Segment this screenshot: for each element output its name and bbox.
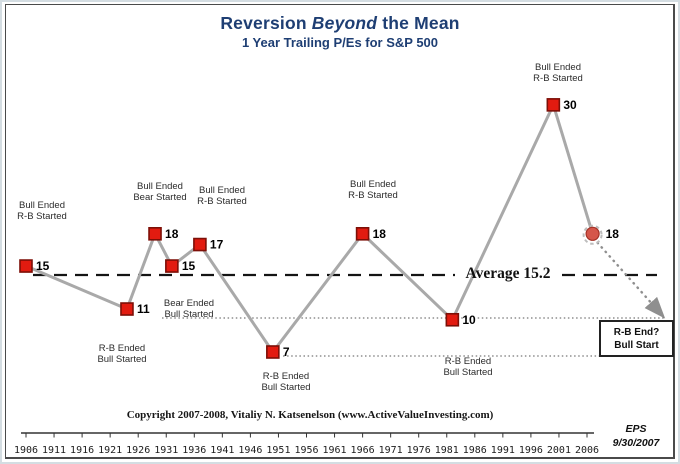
data-point-value: 10 bbox=[462, 313, 476, 327]
chart-title-emphasis: Beyond bbox=[311, 13, 378, 33]
x-tick-label: 1906 bbox=[14, 445, 38, 456]
eps-date-label: EPS 9/30/2007 bbox=[598, 422, 674, 450]
x-tick-label: 1946 bbox=[238, 445, 262, 456]
x-tick-label: 1966 bbox=[351, 445, 375, 456]
data-point-marker[interactable] bbox=[546, 98, 561, 112]
point-annotation: Bull Ended R-B Started bbox=[197, 185, 247, 207]
projection-arrow bbox=[596, 241, 666, 319]
data-point-marker[interactable] bbox=[165, 259, 179, 273]
point-annotation: R-B Ended Bull Started bbox=[261, 371, 311, 393]
series-line bbox=[25, 100, 595, 355]
chart-frame-border bbox=[5, 4, 675, 459]
x-tick-label: 1971 bbox=[379, 445, 403, 456]
x-tick-label: 1991 bbox=[491, 445, 515, 456]
chart-title-post: the Mean bbox=[377, 13, 460, 33]
point-annotation: R-B Ended Bull Started bbox=[97, 343, 147, 365]
x-tick-label: 1986 bbox=[463, 445, 487, 456]
x-tick-label: 1941 bbox=[210, 445, 234, 456]
data-point-value: 17 bbox=[210, 238, 224, 252]
chart-title: Reversion Beyond the Mean bbox=[2, 13, 678, 34]
data-point-value: 7 bbox=[283, 345, 290, 359]
point-annotation: Bear Ended Bull Started bbox=[163, 298, 215, 320]
x-tick-label: 1916 bbox=[70, 445, 94, 456]
data-point-marker[interactable] bbox=[266, 345, 280, 359]
data-point-value: 18 bbox=[606, 227, 620, 241]
x-tick-label: 1981 bbox=[435, 445, 459, 456]
x-tick-label: 1926 bbox=[126, 445, 150, 456]
eps-date: 9/30/2007 bbox=[612, 437, 660, 449]
data-point-value: 18 bbox=[373, 227, 387, 241]
x-tick-label: 1956 bbox=[294, 445, 318, 456]
x-tick-label: 1961 bbox=[323, 445, 347, 456]
data-point-value: 15 bbox=[36, 259, 50, 273]
x-tick-label: 2006 bbox=[575, 445, 599, 456]
x-tick-label: 2001 bbox=[547, 445, 571, 456]
data-point-value: 11 bbox=[137, 302, 150, 316]
data-point-marker[interactable] bbox=[19, 259, 33, 273]
point-annotation: Bull Ended R-B Started bbox=[348, 179, 398, 201]
point-annotation: Bull Ended Bear Started bbox=[133, 181, 187, 203]
x-tick-label: 1976 bbox=[407, 445, 431, 456]
x-tick-label: 1951 bbox=[266, 445, 290, 456]
eps-label: EPS bbox=[625, 423, 647, 435]
data-point-value: 18 bbox=[165, 227, 179, 241]
copyright-text: Copyright 2007-2008, Vitaliy N. Katsenel… bbox=[126, 409, 494, 421]
x-tick-label: 1911 bbox=[42, 445, 66, 456]
data-point-marker[interactable] bbox=[193, 237, 207, 252]
data-point-value: 15 bbox=[182, 259, 196, 273]
callout-line2: Bull Start bbox=[614, 339, 659, 351]
data-point-marker[interactable] bbox=[120, 302, 134, 316]
chart-title-pre: Reversion bbox=[220, 13, 312, 33]
callout-box: R-B End? Bull Start bbox=[599, 320, 674, 357]
point-annotation: R-B Ended Bull Started bbox=[443, 356, 493, 378]
point-annotation: Bull Ended R-B Started bbox=[17, 200, 67, 222]
data-point-marker[interactable] bbox=[148, 227, 162, 241]
data-point-value: 30 bbox=[563, 98, 577, 112]
projected-point-marker[interactable] bbox=[585, 226, 600, 241]
x-tick-label: 1931 bbox=[154, 445, 178, 456]
callout-line1: R-B End? bbox=[613, 326, 660, 338]
data-point-marker[interactable] bbox=[445, 312, 460, 327]
data-point-marker[interactable] bbox=[355, 227, 370, 241]
x-tick-label: 1996 bbox=[519, 445, 543, 456]
chart-subtitle: 1 Year Trailing P/Es for S&P 500 bbox=[241, 35, 439, 50]
average-line-label: Average 15.2 bbox=[465, 265, 551, 282]
point-annotation: Bull Ended R-B Started bbox=[533, 62, 583, 84]
x-tick-label: 1921 bbox=[98, 445, 122, 456]
projected-point-dashed-ring bbox=[582, 224, 603, 245]
x-tick-label: 1936 bbox=[182, 445, 206, 456]
